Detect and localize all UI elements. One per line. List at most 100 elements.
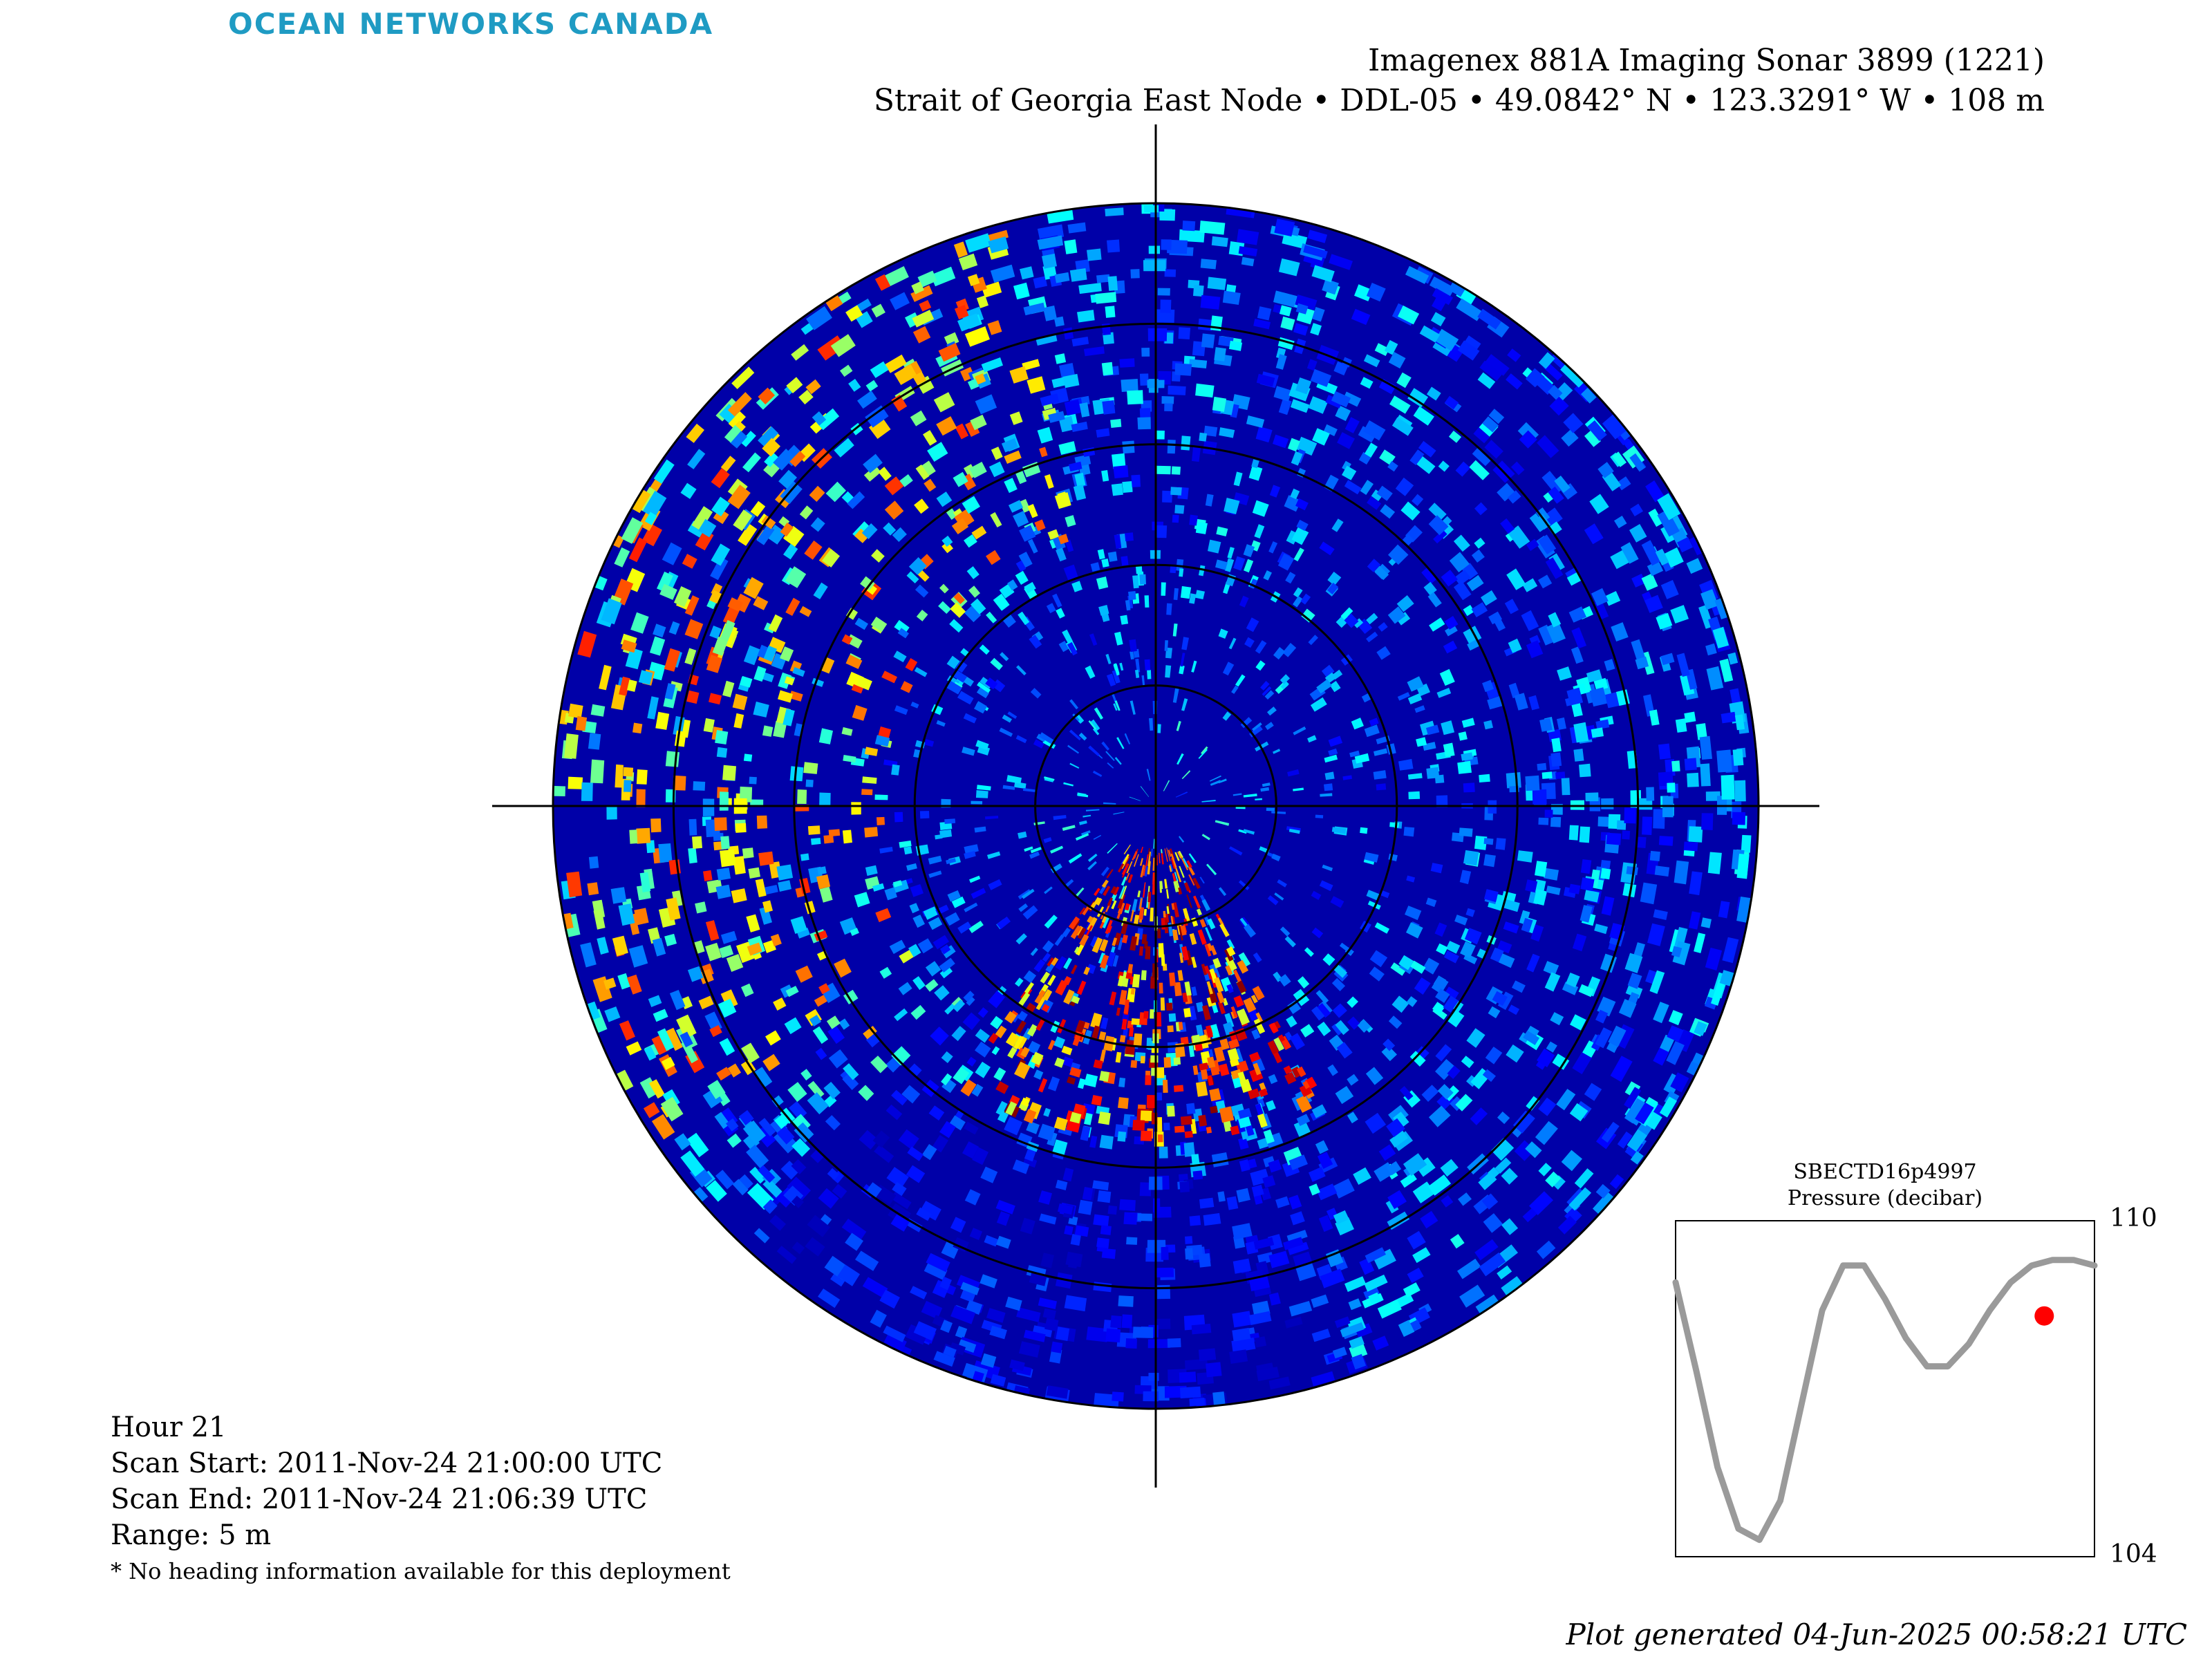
- echo-cell: [1151, 848, 1153, 856]
- echo-cell: [954, 305, 969, 320]
- echo-cell: [1293, 726, 1306, 735]
- echo-cell: [1058, 1203, 1074, 1215]
- echo-cell: [928, 1105, 945, 1121]
- echo-cell: [648, 1079, 665, 1099]
- echo-cell: [1089, 633, 1098, 646]
- echo-cell: [1716, 749, 1732, 773]
- echo-cell: [854, 617, 868, 630]
- echo-cell: [758, 851, 774, 866]
- echo-cell: [631, 489, 651, 514]
- echo-cell: [845, 305, 863, 322]
- echo-cell: [758, 387, 775, 405]
- echo-cell: [1722, 937, 1739, 964]
- echo-cell: [1347, 1112, 1358, 1124]
- echo-cell: [1385, 1199, 1399, 1214]
- echo-cell: [1403, 1282, 1421, 1297]
- strong-echo-cell: [1181, 946, 1190, 961]
- echo-cell: [996, 1211, 1011, 1226]
- strong-echo-cell: [1214, 1047, 1226, 1062]
- echo-cell: [1364, 1274, 1388, 1292]
- strong-echo-cell: [1219, 1038, 1230, 1051]
- echo-cell: [715, 884, 731, 899]
- strong-echo-cell: [1099, 921, 1105, 929]
- echo-cell: [803, 762, 818, 774]
- strong-echo-cell: [1161, 853, 1164, 865]
- echo-cell: [1039, 1213, 1057, 1225]
- echo-cell: [1020, 1217, 1035, 1235]
- echo-cell: [629, 830, 638, 844]
- strong-echo-cell: [1140, 1110, 1152, 1121]
- echo-cell: [1503, 921, 1519, 934]
- echo-cell: [787, 1177, 811, 1201]
- echo-cell: [1112, 453, 1126, 469]
- echo-cell: [1488, 611, 1502, 625]
- echo-cell: [1463, 605, 1475, 617]
- strong-echo-cell: [1202, 1004, 1211, 1021]
- strong-echo-cell: [1122, 854, 1130, 865]
- echo-cell: [988, 879, 1002, 890]
- echo-cell: [1015, 735, 1027, 744]
- strong-echo-cell: [1219, 1106, 1235, 1123]
- echo-cell: [1198, 1348, 1217, 1362]
- echo-cell: [1192, 447, 1201, 462]
- echo-cell: [975, 373, 986, 385]
- echo-cell: [1191, 1154, 1200, 1167]
- echo-cell: [908, 944, 921, 957]
- echo-cell: [1199, 221, 1226, 235]
- echo-cell: [1022, 905, 1038, 920]
- echo-cell: [1156, 525, 1168, 538]
- echo-cell: [1116, 737, 1125, 749]
- echo-cell: [706, 1180, 727, 1202]
- echo-cell: [612, 935, 628, 957]
- echo-cell: [668, 621, 680, 635]
- echo-cell: [865, 747, 879, 756]
- echo-cell: [791, 1195, 804, 1208]
- echo-cell: [1533, 889, 1548, 906]
- echo-cell: [673, 775, 686, 791]
- echo-cell: [674, 1133, 691, 1151]
- echo-cell: [1391, 995, 1409, 1013]
- echo-cell: [647, 696, 659, 720]
- echo-cell: [1566, 687, 1584, 706]
- echo-cell: [1053, 1036, 1065, 1049]
- echo-cell: [568, 776, 583, 789]
- echo-cell: [615, 764, 624, 788]
- strong-echo-cell: [1123, 999, 1130, 1014]
- echo-cell: [1526, 1096, 1540, 1111]
- echo-cell: [1474, 836, 1488, 850]
- echo-cell: [1199, 1197, 1215, 1209]
- echo-cell: [1132, 1327, 1154, 1338]
- echo-cell: [1317, 1022, 1331, 1036]
- echo-cell: [1043, 1107, 1051, 1117]
- echo-cell: [910, 1286, 928, 1300]
- echo-cell: [1288, 1194, 1302, 1210]
- echo-cell: [979, 644, 990, 655]
- echo-cell: [1255, 798, 1262, 800]
- echo-cell: [1139, 408, 1151, 419]
- echo-cell: [1004, 478, 1018, 494]
- echo-cell: [1167, 239, 1188, 254]
- echo-cell: [870, 1309, 887, 1328]
- strong-echo-cell: [1121, 935, 1128, 944]
- echo-cell: [698, 518, 717, 538]
- echo-cell: [590, 759, 605, 784]
- echo-cell: [1084, 1074, 1098, 1087]
- echo-cell: [1012, 1159, 1030, 1174]
- echo-cell: [1075, 833, 1089, 841]
- echo-cell: [1181, 770, 1191, 780]
- echo-cell: [1497, 1265, 1512, 1280]
- echo-cell: [941, 945, 956, 959]
- echo-cell: [702, 1088, 723, 1109]
- echo-cell: [969, 875, 981, 883]
- strong-echo-cell: [1189, 932, 1197, 945]
- echo-cell: [1189, 593, 1197, 604]
- echo-cell: [1521, 610, 1539, 631]
- echo-cell: [975, 1061, 991, 1078]
- echo-cell: [1119, 358, 1135, 368]
- echo-cell: [1107, 276, 1118, 291]
- echo-cell: [733, 856, 746, 875]
- echo-cell: [1310, 697, 1327, 712]
- echo-cell: [1606, 832, 1622, 845]
- echo-cell: [1522, 578, 1538, 592]
- echo-cell: [1239, 595, 1249, 608]
